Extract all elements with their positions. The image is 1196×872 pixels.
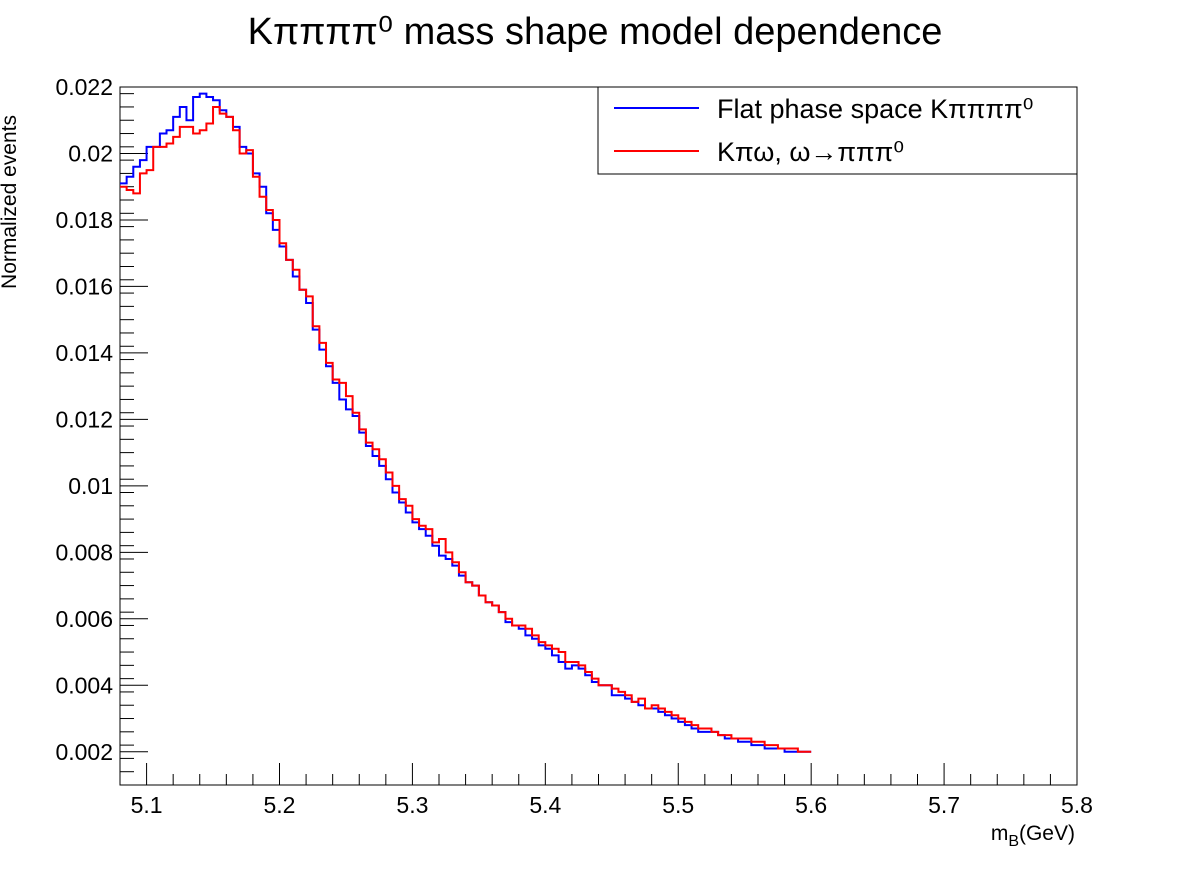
legend: Flat phase space Kππππ⁰ Kπω, ω→πππ⁰ (597, 86, 1078, 175)
series-line (120, 105, 812, 753)
y-axis: 0.002 0.004 0.006 0.008 0.01 0.012 0.014 0.016 0… (55, 74, 148, 773)
y-tick-label: 0.002 (55, 739, 113, 765)
legend-box (597, 86, 1078, 175)
y-tick-label: 0.012 (55, 406, 113, 432)
y-tick-label: 0.006 (55, 606, 113, 632)
x-axis: 5.1 5.2 5.3 5.4 5.5 5.6 5.7 5.8 (119, 763, 1093, 818)
series-line (120, 92, 812, 753)
y-tick-label: 0.022 (55, 74, 113, 100)
legend-label: Kπω, ω→πππ⁰ (717, 137, 904, 167)
x-tick-label: 5.2 (264, 792, 296, 818)
x-tick-label: 5.8 (1061, 792, 1093, 818)
x-tick-label: 5.7 (928, 792, 960, 818)
x-tick-label: 5.5 (662, 792, 694, 818)
x-tick-label: 5.4 (529, 792, 561, 818)
y-tick-label: 0.018 (55, 207, 113, 233)
y-tick-label: 0.008 (55, 539, 113, 565)
legend-label: Flat phase space Kππππ⁰ (717, 94, 1033, 124)
y-tick-label: 0.01 (68, 473, 113, 499)
x-tick-label: 5.6 (795, 792, 827, 818)
x-axis-label: mB(GeV) (991, 822, 1075, 850)
series-layer (120, 92, 812, 753)
chart-title: Kππππ⁰ mass shape model dependence (248, 11, 943, 53)
x-tick-label: 5.1 (131, 792, 163, 818)
y-tick-label: 0.016 (55, 273, 113, 299)
x-tick-label: 5.3 (396, 792, 428, 818)
y-axis-label: Normalized events (0, 115, 21, 289)
y-tick-label: 0.014 (55, 340, 113, 366)
y-tick-label: 0.02 (68, 140, 113, 166)
y-tick-label: 0.004 (55, 672, 113, 698)
